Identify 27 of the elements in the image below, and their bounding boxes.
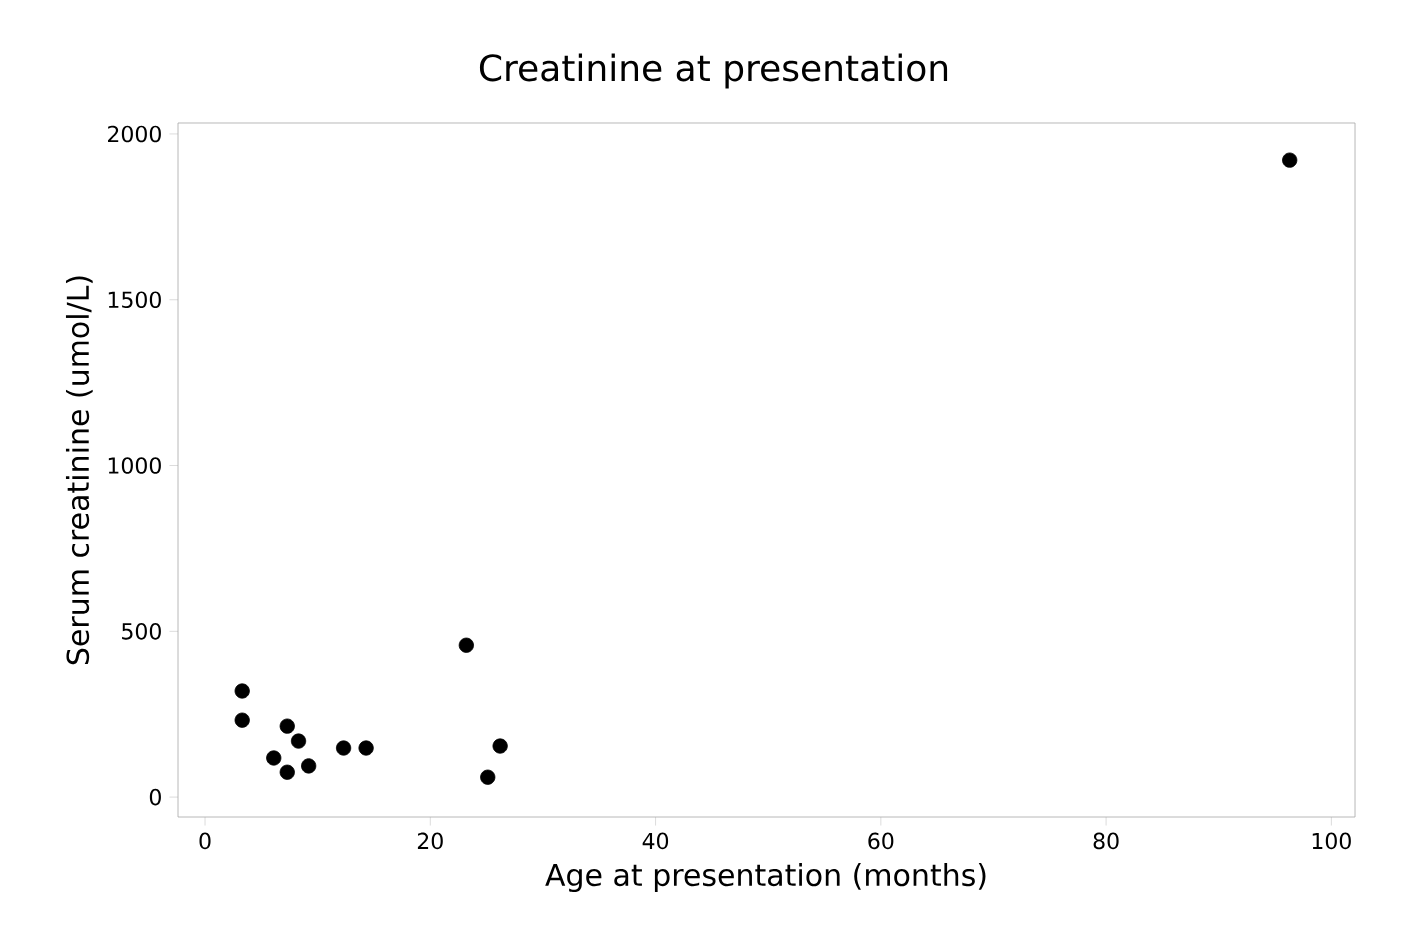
x-tick-label: 100 xyxy=(1312,832,1351,850)
y-tick-label: 0 xyxy=(149,788,161,806)
y-tick-label: 2000 xyxy=(108,125,161,143)
point xyxy=(458,637,474,653)
point xyxy=(1282,152,1298,168)
y-tick-label: 1500 xyxy=(108,291,161,309)
x-tick-label: 40 xyxy=(642,832,669,850)
x-tick-label: 60 xyxy=(868,832,894,850)
x-axis-title: Age at presentation (months) xyxy=(545,863,986,893)
x-tick-label: 80 xyxy=(1093,832,1119,850)
point xyxy=(335,740,352,756)
y-tick-label: 500 xyxy=(122,623,161,640)
point xyxy=(234,683,250,699)
point xyxy=(266,750,282,766)
point xyxy=(480,769,496,785)
y-axis-title: Serum creatinine (umol/L) xyxy=(65,276,93,665)
point xyxy=(279,718,295,734)
point xyxy=(290,733,307,749)
x-tick-label: 20 xyxy=(417,832,443,850)
point xyxy=(301,758,317,774)
chart-title: Creatinine at presentation xyxy=(479,53,948,89)
y-tick-label: 1000 xyxy=(108,457,161,474)
x-tick-label: 0 xyxy=(199,832,211,850)
point xyxy=(492,738,508,754)
point xyxy=(358,740,374,756)
point xyxy=(279,764,295,780)
point xyxy=(234,712,250,728)
